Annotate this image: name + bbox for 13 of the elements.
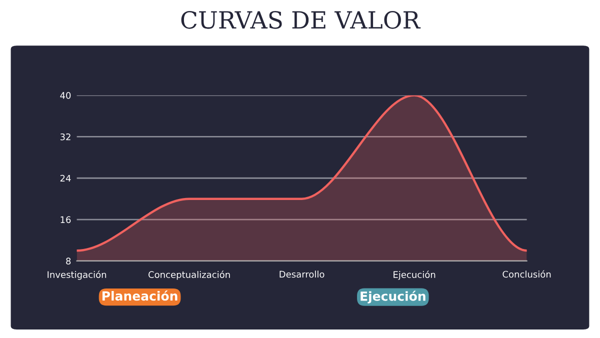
x-tick-label: Desarrollo bbox=[280, 270, 324, 278]
y-tick-label: 8 bbox=[66, 258, 71, 264]
x-tick-label: Conceptualización bbox=[148, 270, 230, 280]
x-tick-label: Investigación bbox=[48, 270, 106, 280]
y-tick-label: 24 bbox=[60, 174, 71, 182]
text: Planeación bbox=[102, 290, 178, 301]
y-tick-label: 40 bbox=[60, 92, 71, 99]
x-tick-label: Conclusión bbox=[502, 270, 551, 278]
y-tick-label: 32 bbox=[60, 133, 70, 140]
y-tick-label: 16 bbox=[60, 216, 71, 224]
chart-title: CURVAS DE VALOR bbox=[181, 10, 421, 29]
text: Ejecución bbox=[360, 290, 426, 304]
x-tick-label: Ejecución bbox=[394, 270, 436, 280]
